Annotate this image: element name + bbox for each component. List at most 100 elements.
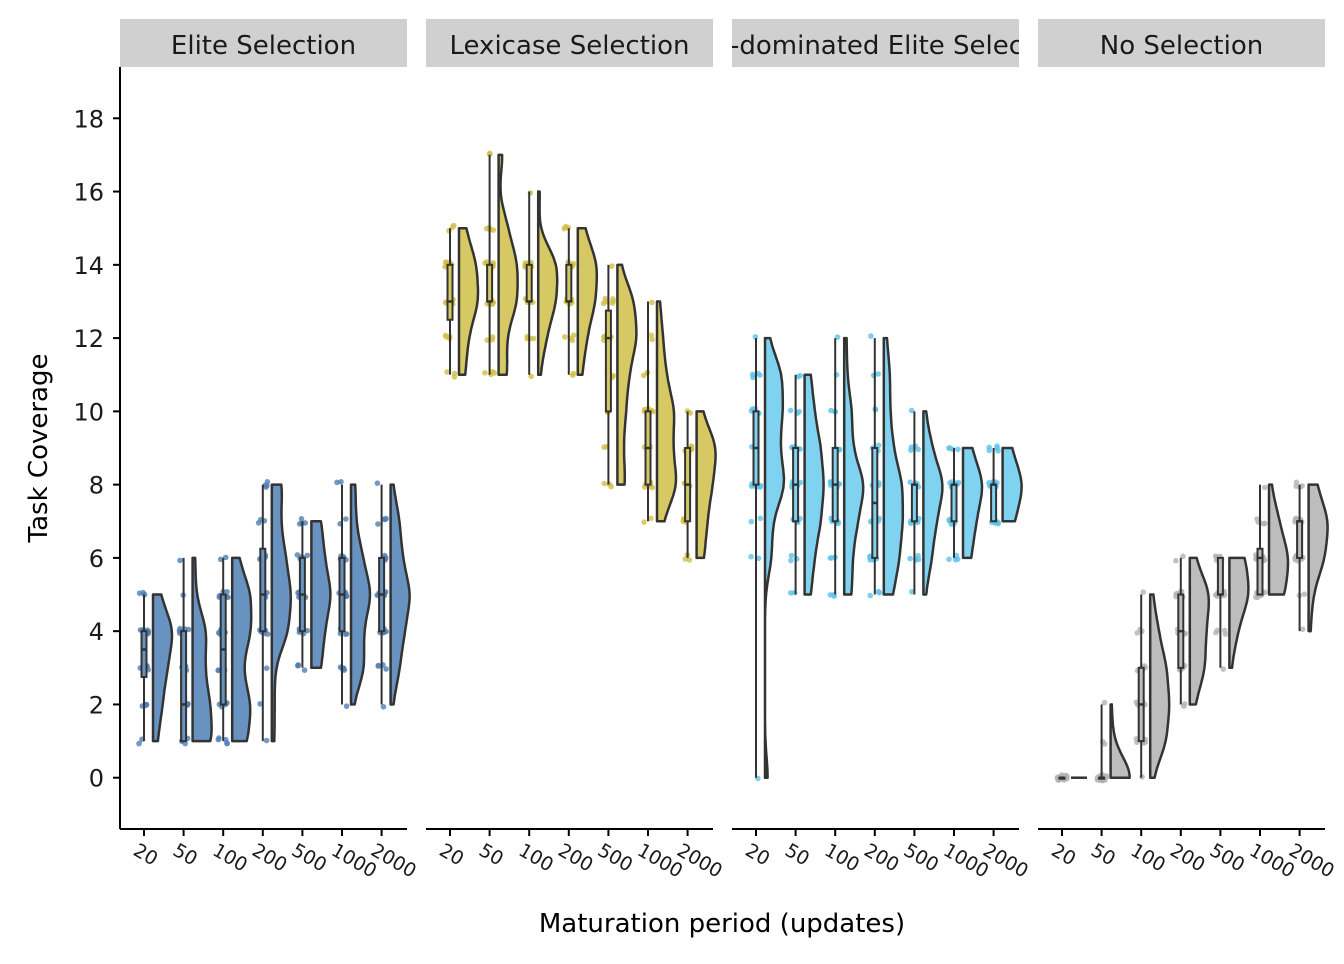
violin [1001,446,1023,523]
data-point [257,701,263,707]
y-tick-label: 12 [73,325,104,353]
y-tick-label: 2 [89,691,104,719]
x-tick-label: 500 [288,839,330,876]
x-tick-label: 500 [1206,839,1248,876]
data-point [748,518,755,525]
data-point [787,590,794,596]
data-point [946,556,952,563]
x-tick-label: 200 [554,839,596,876]
violin [803,373,825,596]
data-point [648,515,654,522]
data-point [755,555,762,562]
data-point [952,557,959,563]
data-point [907,479,913,486]
facet-title: Elite Selection [171,31,356,61]
data-point [383,515,389,522]
y-tick-label: 4 [89,618,104,646]
box [1296,520,1304,559]
violin [497,153,519,376]
violin [763,336,786,779]
data-point [687,410,694,416]
violin [842,336,865,596]
violin [270,483,293,743]
x-tick-label: 200 [248,839,290,876]
data-point [177,557,183,564]
data-point [1222,631,1229,637]
data-point [489,334,496,340]
data-point [908,447,914,453]
box [1256,547,1264,596]
data-point [1173,557,1179,564]
violin [695,410,717,560]
violin [310,520,332,670]
x-tick-label: 200 [1166,839,1208,876]
violin [1307,483,1329,633]
data-point [649,336,655,343]
data-point [787,407,794,414]
violin [655,300,678,523]
data-point [909,589,915,595]
box [950,483,958,523]
x-tick-label: 2000 [979,839,1032,882]
data-point [948,521,954,527]
y-tick-label: 18 [73,105,104,133]
data-point [827,592,834,598]
x-tick-label: 20 [742,839,774,870]
x-tick-label: 200 [860,839,902,876]
data-point [748,553,754,560]
data-point [561,225,568,232]
data-point [298,516,305,522]
facet-title: No Selection [1100,31,1263,61]
x-axis-label: Maturation period (updates) [539,909,905,939]
data-point [374,480,381,487]
data-point [749,371,756,378]
data-point [262,482,269,489]
data-point [177,625,183,632]
x-tick-label: 50 [475,839,507,870]
data-point [343,703,350,709]
data-point [383,666,389,672]
data-point [610,298,616,305]
violin [1188,556,1211,706]
box [140,630,148,678]
x-tick-label: 100 [1127,839,1169,876]
data-point [648,332,655,339]
data-point [994,443,1000,449]
data-point [1180,553,1186,560]
data-point [601,444,607,451]
data-point [827,479,834,485]
data-point [1254,516,1260,522]
x-tick-label: 500 [900,839,942,876]
facet-strip [426,19,713,67]
data-point [650,408,656,415]
data-point [343,631,350,637]
data-point [867,592,873,599]
data-point [915,552,921,559]
y-tick-label: 6 [89,545,104,573]
violin [1148,593,1171,779]
violin [616,263,638,486]
data-point [482,370,488,376]
box [180,630,188,743]
box [1216,556,1224,596]
data-point [1299,483,1305,489]
x-tick-label: 20 [436,839,468,870]
data-point [223,736,229,743]
violin [922,410,944,596]
violin [191,556,213,743]
data-point [217,556,224,563]
data-point [955,446,961,453]
data-point [380,704,387,710]
facet-title: Non-dominated Elite Selection [678,31,1073,61]
data-point [375,662,382,669]
violin [389,483,411,706]
data-point [986,447,992,454]
data-point [140,589,146,596]
x-tick-label: 50 [1087,839,1119,870]
data-point [876,590,883,596]
y-tick-label: 8 [89,472,104,500]
violin [349,483,372,706]
